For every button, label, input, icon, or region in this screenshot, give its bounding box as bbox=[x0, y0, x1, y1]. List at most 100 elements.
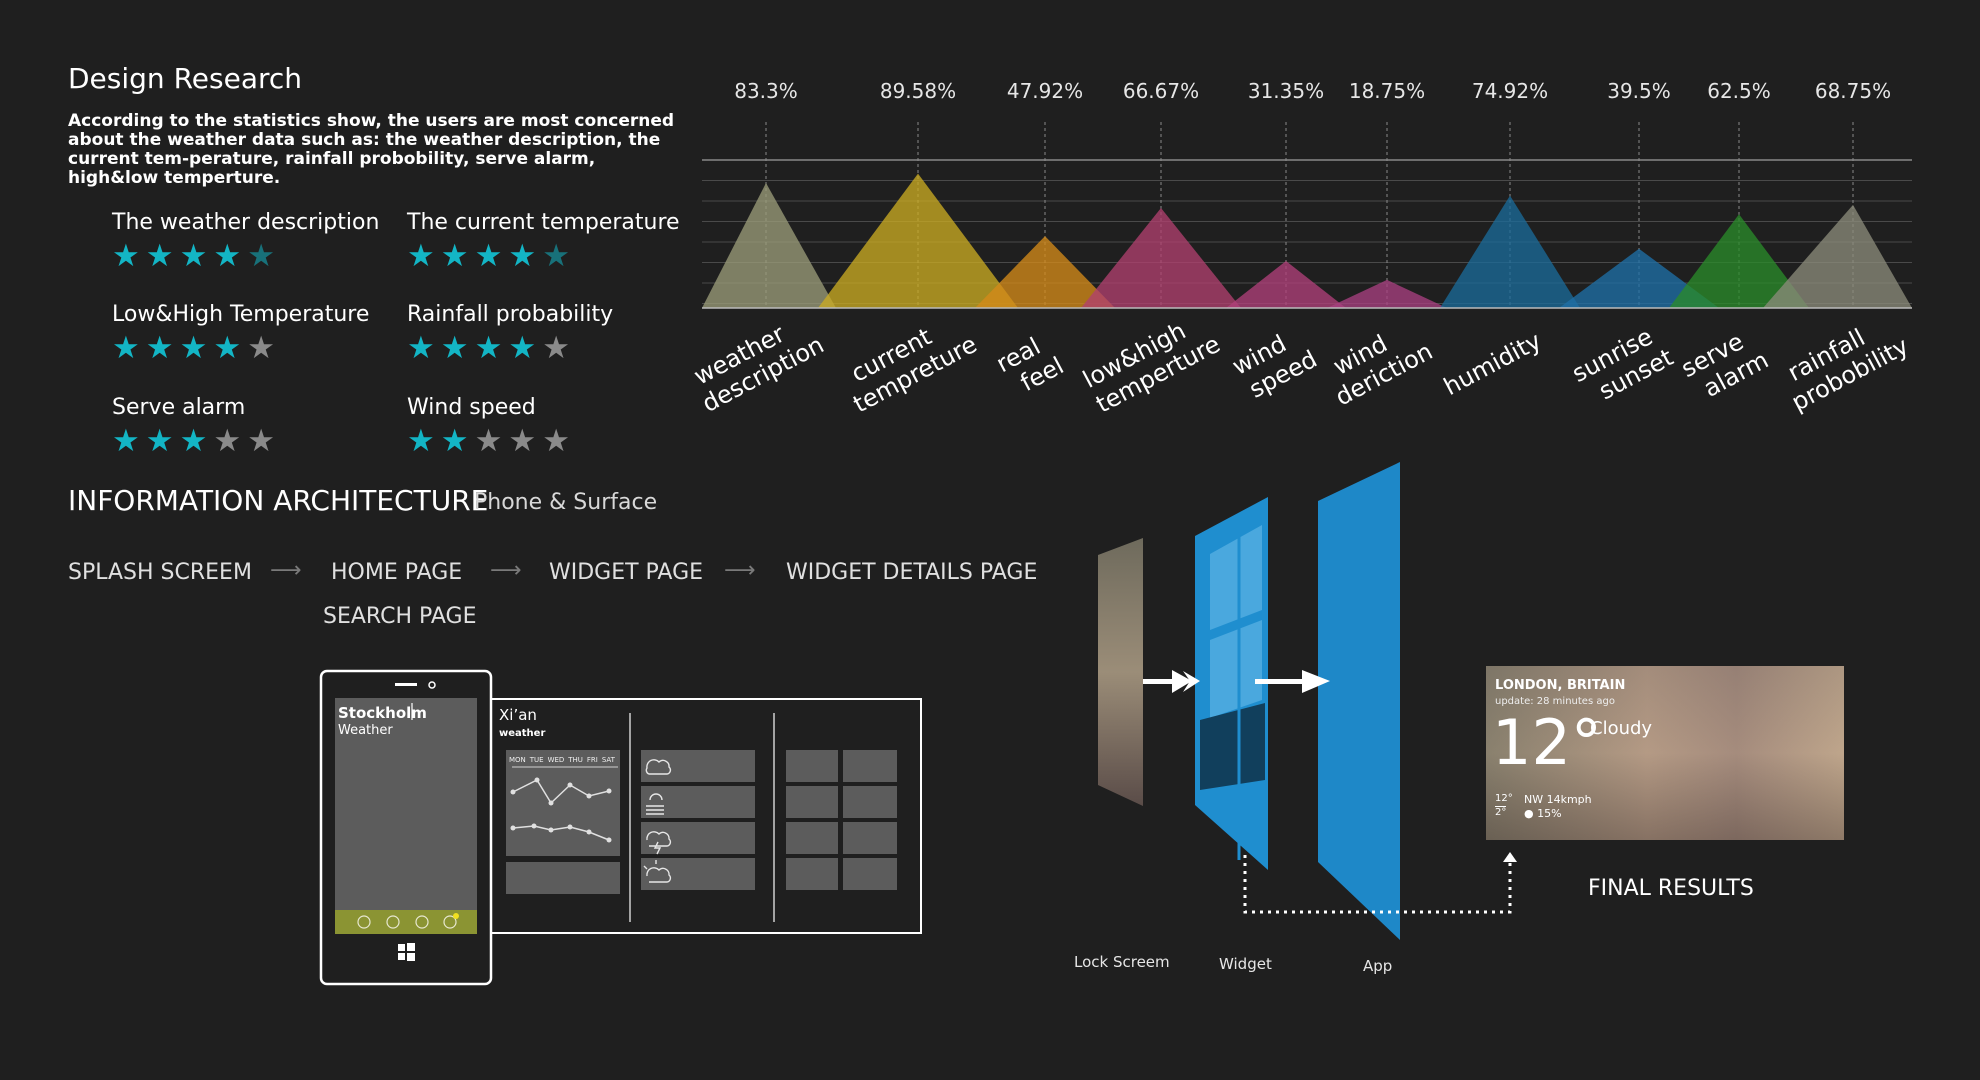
star-full-icon: ★ bbox=[474, 330, 509, 366]
card-rain: ● 15% bbox=[1524, 807, 1562, 820]
star-full-icon: ★ bbox=[112, 330, 146, 366]
percent-label: 66.67% bbox=[1123, 79, 1199, 103]
flow-arrow-3: ⟶ bbox=[724, 558, 756, 583]
star-full-icon: ★ bbox=[179, 330, 214, 366]
star-full-icon: ★ bbox=[407, 330, 441, 366]
phone-city-text: Stockholm bbox=[338, 704, 427, 722]
rating-stars-current-temperature: ★★★★★ bbox=[407, 238, 576, 274]
category-label: low&hightemperture bbox=[1078, 305, 1225, 418]
forecast-day-label: WED bbox=[547, 756, 565, 764]
card-low: 2° bbox=[1495, 806, 1507, 818]
star-full-icon: ★ bbox=[179, 423, 214, 459]
flow-step-widget: WIDGET PAGE bbox=[549, 560, 704, 585]
area-series bbox=[1763, 204, 1912, 308]
star-full-icon: ★ bbox=[474, 238, 509, 274]
star-full-icon: ★ bbox=[440, 423, 475, 459]
percent-label: 68.75% bbox=[1815, 79, 1891, 103]
flow-arrow-2: ⟶ bbox=[490, 558, 522, 583]
star-full-icon: ★ bbox=[179, 238, 214, 274]
rating-stars-weather-description: ★★★★★ bbox=[112, 238, 281, 274]
star-full-icon: ★ bbox=[145, 238, 180, 274]
star-full-icon: ★ bbox=[440, 238, 475, 274]
star-full-icon: ★ bbox=[145, 330, 180, 366]
star-empty-icon: ★ bbox=[247, 330, 281, 366]
category-label: currenttempreture bbox=[835, 305, 981, 418]
label-widget: Widget bbox=[1219, 955, 1272, 973]
forecast-day-label: SAT bbox=[601, 756, 615, 764]
star-full-icon: ★ bbox=[508, 238, 543, 274]
windows-logo-icon bbox=[398, 943, 415, 961]
area-series bbox=[1081, 207, 1241, 308]
app-slab bbox=[1318, 462, 1400, 940]
rating-stars-serve-alarm: ★★★★★ bbox=[112, 423, 281, 459]
rating-label-wind-speed: Wind speed bbox=[407, 395, 536, 420]
forecast-days: MON TUE WED THU FRI SAT bbox=[509, 756, 615, 764]
area-series bbox=[818, 173, 1018, 308]
panel-city-text: Xi’an bbox=[499, 706, 537, 724]
rating-stars-wind-speed: ★★★★★ bbox=[407, 423, 576, 459]
star-full-icon: ★ bbox=[145, 423, 180, 459]
category-label: weatherdescription bbox=[690, 306, 829, 418]
card-temperature: 12° bbox=[1492, 706, 1602, 779]
flow-arrows bbox=[1143, 670, 1330, 693]
flow-step-home: HOME PAGE bbox=[331, 560, 463, 585]
star-empty-icon: ★ bbox=[474, 423, 509, 459]
card-high: 12° bbox=[1495, 793, 1513, 804]
category-label: windspeed bbox=[1228, 320, 1322, 405]
card-wind: NW 14kmph bbox=[1524, 793, 1592, 806]
flow-step-splash: SPLASH SCREEM bbox=[68, 560, 252, 585]
card-rain-value: 15% bbox=[1537, 807, 1562, 820]
star-empty-icon: ★ bbox=[542, 423, 576, 459]
percent-label: 39.5% bbox=[1607, 79, 1671, 103]
rating-label-serve-alarm: Serve alarm bbox=[112, 395, 246, 420]
phone-sub-text: Weather bbox=[338, 723, 393, 738]
ia-title: INFORMATION ARCHITECTURE bbox=[68, 484, 489, 517]
forecast-day-label: THU bbox=[568, 756, 583, 764]
weather-icons bbox=[643, 759, 672, 883]
area-series bbox=[975, 236, 1115, 308]
star-full-icon: ★ bbox=[112, 423, 146, 459]
rating-label-rainfall-probability: Rainfall probability bbox=[407, 302, 614, 327]
percent-label: 31.35% bbox=[1248, 79, 1324, 103]
design-research-title: Design Research bbox=[68, 62, 303, 95]
flow-step-search: SEARCH PAGE bbox=[323, 604, 477, 629]
forecast-day-label: TUE bbox=[529, 756, 544, 764]
card-condition: Cloudy bbox=[1590, 718, 1653, 739]
label-app: App bbox=[1363, 957, 1393, 975]
percent-label: 89.58% bbox=[880, 79, 956, 103]
area-series bbox=[1559, 248, 1719, 308]
percent-label: 18.75% bbox=[1349, 79, 1425, 103]
attention-area-chart: 83.3% weatherdescription 89.58% currenttemp… bbox=[690, 79, 1913, 419]
rating-stars-rainfall-probability: ★★★★★ bbox=[407, 330, 576, 366]
star-empty-icon: ★ bbox=[508, 423, 543, 459]
design-research-description: According to the statistics show, the us… bbox=[68, 111, 675, 188]
percent-label: 83.3% bbox=[734, 79, 798, 103]
forecast-day-label: MON bbox=[509, 756, 526, 764]
widget-slab bbox=[1195, 497, 1268, 870]
rating-label-current-temperature: The current temperature bbox=[407, 210, 680, 235]
rating-label-weather-description: The weather description bbox=[112, 210, 380, 235]
area-series bbox=[1327, 279, 1447, 308]
panel-sub-text: weather bbox=[499, 728, 546, 739]
star-half-icon: ★ bbox=[247, 238, 281, 274]
category-label: realfeel bbox=[992, 327, 1069, 403]
rating-stars-low-high-temperature: ★★★★★ bbox=[112, 330, 281, 366]
percent-label: 74.92% bbox=[1472, 79, 1548, 103]
category-label: windderiction bbox=[1318, 312, 1438, 411]
category-label: humidity bbox=[1439, 327, 1546, 401]
card-update: update: 28 minutes ago bbox=[1495, 696, 1615, 707]
dotted-connector bbox=[1243, 855, 1512, 914]
percent-label: 47.92% bbox=[1007, 79, 1083, 103]
final-results-label: FINAL RESULTS bbox=[1588, 876, 1754, 901]
final-result-card: LONDON, BRITAIN update: 28 minutes ago 1… bbox=[1486, 666, 1844, 840]
percent-label: 62.5% bbox=[1707, 79, 1771, 103]
area-series bbox=[1669, 214, 1809, 308]
card-location: LONDON, BRITAIN bbox=[1495, 678, 1626, 693]
star-full-icon: ★ bbox=[440, 330, 475, 366]
area-series bbox=[1440, 195, 1580, 308]
star-empty-icon: ★ bbox=[213, 423, 248, 459]
flow-step-widget-details: WIDGET DETAILS PAGE bbox=[786, 560, 1038, 585]
label-lock-screen: Lock Screem bbox=[1074, 953, 1170, 971]
category-label: sunrisesunset bbox=[1567, 318, 1677, 412]
area-series bbox=[702, 183, 836, 308]
